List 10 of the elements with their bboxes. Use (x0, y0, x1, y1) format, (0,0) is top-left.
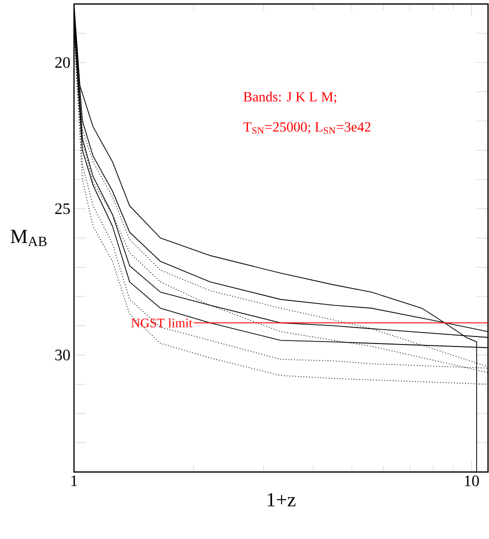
y-axis-title: M$_{AB}$ (10, 230, 47, 246)
y-tick-label: 25 (55, 203, 70, 214)
x-tick-label: 1 (71, 476, 78, 486)
y-tick-label: 30 (55, 350, 70, 360)
x-tick-label: 10 (464, 476, 479, 486)
annotation: T$_{SN}$=25000; L$_{SN}$=3e42 (243, 122, 370, 134)
annotation: Bands: J K L M; (244, 92, 336, 104)
series-label: NGST limit (131, 318, 192, 328)
x-axis-title: 1+z (268, 493, 296, 506)
y-tick-label: 20 (55, 57, 70, 68)
